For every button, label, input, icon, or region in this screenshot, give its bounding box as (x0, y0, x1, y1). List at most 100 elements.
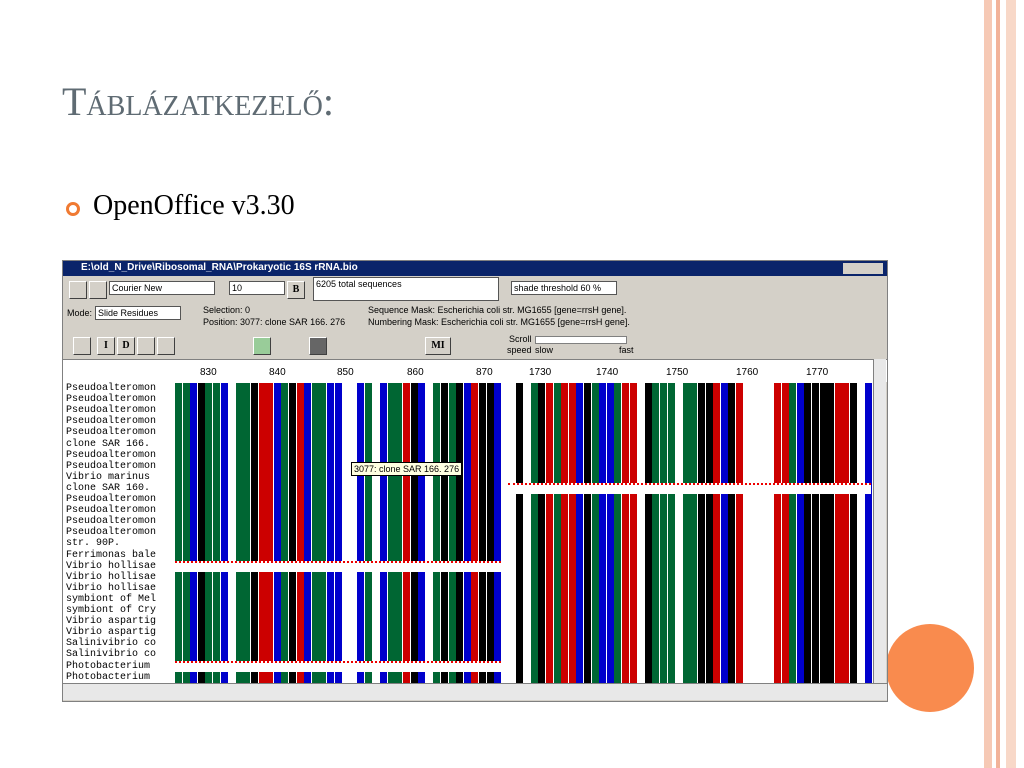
alignment-column (387, 383, 395, 683)
sequence-name: str. 90P. (66, 538, 121, 550)
sequence-name: Photobacterium (66, 671, 151, 683)
tool-button[interactable] (73, 337, 91, 355)
alignment-column (743, 383, 751, 683)
sequence-name: Pseudoalteromon (66, 383, 157, 394)
alignment-column (403, 383, 410, 683)
ruler-number: 1760 (736, 367, 759, 378)
ruler-number: 850 (337, 367, 354, 378)
alignment-column (698, 383, 705, 683)
threshold-select[interactable]: shade threshold 60 % (511, 281, 617, 295)
alignment-column (865, 383, 873, 683)
alignment-column (789, 383, 797, 683)
alignment-column (781, 383, 789, 683)
alignment-column (349, 383, 357, 683)
sequence-name: symbiont of Cry (66, 605, 157, 616)
tool-button[interactable] (157, 337, 175, 355)
alignment-column (842, 383, 850, 683)
mi-button[interactable]: MI (425, 337, 451, 355)
sequence-name: Vibrio hollisae (66, 560, 157, 572)
alignment-column (372, 383, 380, 683)
alignment-column (599, 383, 607, 683)
fast-label: fast (619, 345, 634, 355)
alignment-column (235, 383, 243, 683)
alignment-column (304, 383, 312, 683)
window-controls[interactable] (843, 263, 883, 274)
stripe (1006, 0, 1016, 768)
alignment-column (690, 383, 698, 683)
alignment-column (538, 383, 546, 683)
size-select[interactable]: 10 (229, 281, 285, 295)
alignment-column (273, 383, 281, 683)
alignment-column (471, 383, 479, 683)
alignment-column (675, 383, 683, 683)
position: Position: 3077: clone SAR 166. 276 (203, 317, 346, 327)
alignment-column (456, 383, 464, 683)
bold-button[interactable]: B (287, 281, 305, 299)
alignment-column (281, 383, 289, 683)
sequence-name: Photobacterium (66, 660, 151, 672)
slide-title: Táblázatkezelő: (62, 79, 334, 124)
alignment-column (751, 383, 759, 683)
slow-label: slow (535, 345, 554, 355)
ruler-number: 870 (476, 367, 493, 378)
numbering-mask: Numbering Mask: Escherichia coli str. MG… (368, 317, 630, 327)
window-title: E:\old_N_Drive\Ribosomal_RNA\Prokaryotic… (81, 262, 358, 273)
bullet-dot (66, 202, 80, 216)
alignment-column (175, 383, 182, 683)
font-select[interactable]: Courier New (109, 281, 215, 295)
alignment-column (812, 383, 819, 683)
scroll-label: Scroll (509, 334, 532, 344)
sequence-name: Pseudoalteromon (66, 416, 157, 428)
alignment-column (576, 383, 584, 683)
sequence-name: Pseudoalteromon (66, 516, 157, 528)
ruler-number: 860 (407, 367, 424, 378)
alignment-column (441, 383, 448, 683)
sequence-name: Pseudoalteromon (66, 405, 157, 417)
insert-button[interactable]: I (97, 337, 115, 355)
alignment-column (857, 383, 865, 683)
color-button[interactable] (309, 337, 327, 355)
alignment-column (606, 383, 614, 683)
alignment-column (266, 383, 274, 683)
alignment-column (395, 383, 403, 683)
alignment-column (774, 383, 781, 683)
speed-slider[interactable] (535, 336, 627, 344)
ruler-number: 1770 (806, 367, 829, 378)
alignment-column (758, 383, 766, 683)
alignment-column (357, 383, 365, 683)
save-button[interactable] (69, 281, 87, 299)
alignment-column (319, 383, 327, 683)
alignment-column (561, 383, 569, 683)
sequence-name: Pseudoalteromon (66, 460, 157, 472)
ruler-number: 830 (200, 367, 217, 378)
print-button[interactable] (89, 281, 107, 299)
sequence-name: Pseudoalteromon (66, 394, 157, 406)
speed-label: speed (507, 345, 532, 355)
alignment-column (228, 383, 236, 683)
ruler (63, 359, 887, 382)
alignment-column (682, 383, 690, 683)
alignment-column (182, 383, 190, 683)
mode-select[interactable]: Slide Residues (95, 306, 181, 320)
sequence-name: Vibrio hollisae (66, 571, 157, 583)
vertical-scrollbar[interactable] (873, 359, 886, 683)
sequence-name: clone SAR 166. (66, 438, 151, 450)
sequence-name: Pseudoalteromon (66, 449, 157, 461)
delete-button[interactable]: D (117, 337, 135, 355)
sequence-name: clone SAR 160. (66, 482, 151, 494)
alignment-column (418, 383, 426, 683)
alignment-column (479, 383, 486, 683)
sequence-name: Pseudoalteromon (66, 427, 157, 439)
tool-button[interactable] (137, 337, 155, 355)
horizontal-scrollbar[interactable] (63, 683, 887, 700)
color-button[interactable] (253, 337, 271, 355)
alignment-column (804, 383, 812, 683)
total-sequences: 6205 total sequences (313, 277, 499, 301)
ruler-number: 840 (269, 367, 286, 378)
sequence-name: Salinivibrio co (66, 638, 157, 650)
alignment-column (834, 383, 842, 683)
gap-row (175, 660, 501, 672)
alignment-column (652, 383, 660, 683)
alignment-column (433, 383, 441, 683)
